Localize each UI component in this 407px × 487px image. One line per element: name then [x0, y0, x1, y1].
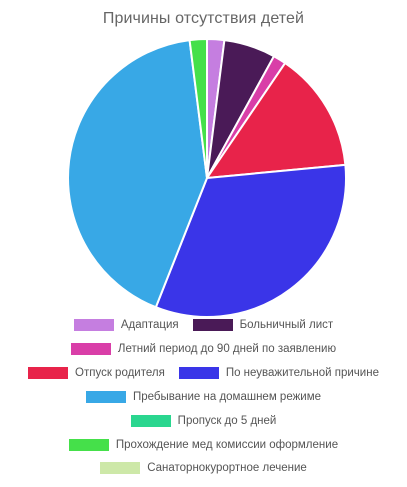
legend-swatch — [73, 319, 114, 331]
pie-slice-4[interactable] — [154, 163, 347, 318]
legend-label: Прохождение мед комиссии оформление — [115, 439, 339, 451]
legend-row: Отпуск родителя По неуважительной причине — [0, 362, 407, 384]
legend-label: Летний период до 90 дней по заявлению — [117, 343, 337, 355]
legend-label: Санаторнокурортное лечение — [147, 462, 307, 474]
legend-swatch — [68, 439, 109, 451]
legend-swatch — [70, 343, 111, 355]
legend-item[interactable]: Отпуск родителя — [28, 367, 165, 379]
legend-label: Отпуск родителя — [75, 367, 165, 379]
legend-item[interactable]: Адаптация — [73, 319, 179, 331]
legend-swatch — [85, 391, 126, 403]
legend-item[interactable]: Прохождение мед комиссии оформление — [68, 439, 339, 451]
legend-item[interactable]: По неуважительной причине — [178, 367, 379, 379]
legend-item[interactable]: Больничный лист — [192, 319, 334, 331]
legend-label: Пребывание на домашнем режиме — [132, 391, 322, 403]
pie-slice-3[interactable] — [206, 62, 347, 179]
legend-swatch — [130, 415, 171, 427]
legend-row: Санаторнокурортное лечение — [0, 457, 407, 479]
legend-row: Пребывание на домашнем режиме — [0, 386, 407, 408]
legend-label: По неуважительной причине — [225, 367, 379, 379]
pie-slice-7[interactable] — [188, 38, 208, 179]
legend-row: Летний период до 90 дней по заявлению — [0, 338, 407, 360]
legend-swatch — [100, 462, 141, 474]
legend-swatch — [28, 367, 69, 379]
legend-item[interactable]: Санаторнокурортное лечение — [100, 462, 307, 474]
legend-row: Прохождение мед комиссии оформление — [0, 434, 407, 456]
legend-label: Пропуск до 5 дней — [177, 415, 277, 427]
pie-slices — [67, 38, 347, 318]
legend-swatch — [178, 367, 219, 379]
legend-swatch — [192, 319, 233, 331]
legend-label: Больничный лист — [239, 319, 334, 331]
pie-slice-5[interactable] — [67, 39, 208, 309]
legend-item[interactable]: Летний период до 90 дней по заявлению — [70, 343, 337, 355]
legend-label: Адаптация — [120, 319, 179, 331]
legend-item[interactable]: Пропуск до 5 дней — [130, 415, 277, 427]
legend-item[interactable]: Пребывание на домашнем режиме — [85, 391, 322, 403]
legend-row: Пропуск до 5 дней — [0, 410, 407, 432]
chart-title: Причины отсутствия детей — [102, 10, 305, 27]
legend-row: Адаптация Больничный лист — [0, 314, 407, 336]
